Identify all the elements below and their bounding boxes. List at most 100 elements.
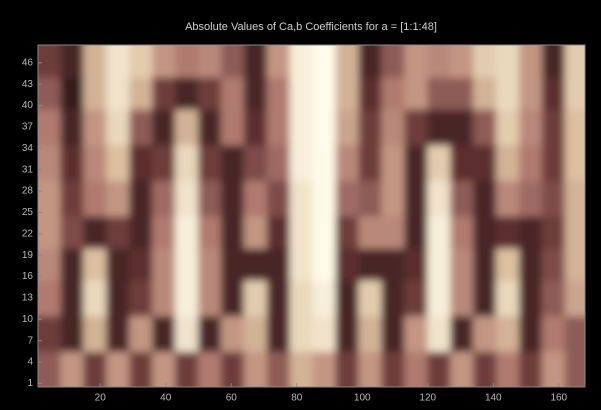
heatmap-cell xyxy=(312,215,337,249)
y-tick-label: 31 xyxy=(22,164,34,175)
heatmap-cell xyxy=(335,76,360,110)
heatmap-cell xyxy=(152,215,177,249)
heatmap-cell xyxy=(129,350,154,387)
heatmap-cell xyxy=(473,45,498,78)
heatmap-cell xyxy=(175,108,199,146)
y-tick-label: 40 xyxy=(22,100,34,111)
heatmap-cell xyxy=(175,45,199,78)
heatmap-cell xyxy=(450,45,475,78)
heatmap-cell xyxy=(496,247,520,281)
heatmap-cell xyxy=(518,76,543,110)
heatmap-cell xyxy=(358,279,383,317)
heatmap-cell xyxy=(175,315,199,352)
heatmap-cell xyxy=(381,315,406,352)
heatmap-cell xyxy=(83,247,108,281)
heatmap-cell xyxy=(427,247,452,281)
heatmap-cell xyxy=(289,144,314,181)
heatmap-cell xyxy=(335,144,360,181)
heatmap-cell xyxy=(496,215,520,249)
heatmap-cell xyxy=(266,215,291,249)
heatmap-cell xyxy=(289,350,314,387)
heatmap-cell xyxy=(129,215,154,249)
heatmap-cell xyxy=(381,45,406,78)
heatmap-cell xyxy=(266,144,291,181)
heatmap-cell xyxy=(38,247,62,281)
heatmap-cell xyxy=(564,76,585,110)
heatmap-cell xyxy=(152,45,177,78)
heatmap-cell xyxy=(496,315,520,352)
heatmap-cell xyxy=(106,45,131,78)
heatmap-cell xyxy=(358,108,383,146)
heatmap-cell xyxy=(312,350,337,387)
heatmap-cell xyxy=(152,350,177,387)
heatmap-cells xyxy=(38,45,585,387)
heatmap-cell xyxy=(197,45,222,78)
heatmap-cell xyxy=(220,279,245,317)
heatmap-cell xyxy=(197,247,222,281)
heatmap-cell xyxy=(473,215,498,249)
x-tick-label: 100 xyxy=(354,393,371,404)
x-tick-label: 40 xyxy=(160,393,172,404)
heatmap-cell xyxy=(473,76,498,110)
heatmap-cell xyxy=(404,315,429,352)
heatmap-cell xyxy=(518,179,543,217)
heatmap-cell xyxy=(312,279,337,317)
heatmap-cell xyxy=(450,350,475,387)
heatmap-cell xyxy=(564,215,585,249)
heatmap-cell xyxy=(518,279,543,317)
heatmap-cell xyxy=(197,179,222,217)
heatmap-cell xyxy=(220,45,245,78)
heatmap-cell xyxy=(289,279,314,317)
x-tick-label: 160 xyxy=(550,393,567,404)
heatmap-cell xyxy=(129,247,154,281)
heatmap-cell xyxy=(404,179,429,217)
heatmap-cell xyxy=(175,215,199,249)
y-tick-label: 37 xyxy=(22,122,34,133)
heatmap-cell xyxy=(175,179,199,217)
heatmap-cell xyxy=(450,108,475,146)
y-tick-label: 10 xyxy=(22,314,34,325)
heatmap-cell xyxy=(243,179,268,217)
heatmap-cell xyxy=(129,279,154,317)
heatmap-cell xyxy=(312,45,337,78)
heatmap-cell xyxy=(38,144,62,181)
heatmap-cell xyxy=(564,247,585,281)
heatmap-cell xyxy=(541,45,566,78)
heatmap-cell xyxy=(60,247,85,281)
heatmap-cell xyxy=(564,144,585,181)
heatmap-cell xyxy=(381,215,406,249)
heatmap-cell xyxy=(175,144,199,181)
heatmap-cell xyxy=(312,108,337,146)
heatmap-cell xyxy=(38,179,62,217)
heatmap-cell xyxy=(358,179,383,217)
heatmap-cell xyxy=(312,179,337,217)
heatmap-cell xyxy=(152,179,177,217)
x-tick-label: 20 xyxy=(95,393,107,404)
heatmap-cell xyxy=(38,108,62,146)
heatmap-cell xyxy=(564,108,585,146)
heatmap-cell xyxy=(404,144,429,181)
heatmap-cell xyxy=(427,76,452,110)
heatmap-cell xyxy=(266,315,291,352)
heatmap-cell xyxy=(541,279,566,317)
heatmap-cell xyxy=(496,179,520,217)
heatmap-cell xyxy=(496,76,520,110)
heatmap-cell xyxy=(243,76,268,110)
heatmap-cell xyxy=(450,315,475,352)
heatmap-cell xyxy=(312,76,337,110)
heatmap-cell xyxy=(541,247,566,281)
heatmap-cell xyxy=(106,76,131,110)
y-tick-label: 7 xyxy=(27,335,33,346)
heatmap-cell xyxy=(496,279,520,317)
heatmap-cell xyxy=(38,279,62,317)
heatmap-cell xyxy=(358,144,383,181)
y-tick-label: 34 xyxy=(22,143,34,154)
heatmap-cell xyxy=(381,179,406,217)
heatmap-cell xyxy=(289,179,314,217)
heatmap-cell xyxy=(220,247,245,281)
heatmap-cell xyxy=(564,45,585,78)
heatmap-cell xyxy=(335,247,360,281)
heatmap-cell xyxy=(106,315,131,352)
heatmap-cell xyxy=(427,108,452,146)
y-tick-label: 43 xyxy=(22,79,34,90)
